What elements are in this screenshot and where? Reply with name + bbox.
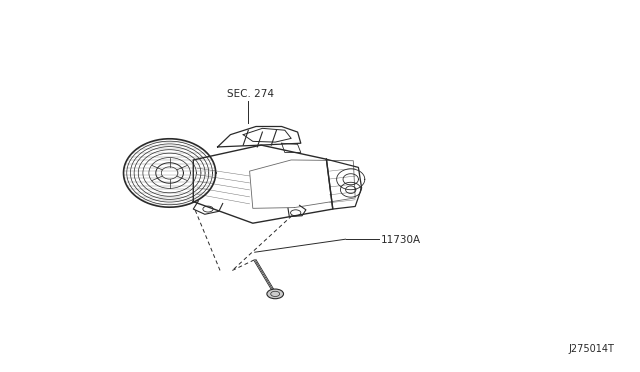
Circle shape <box>267 289 284 299</box>
Text: 11730A: 11730A <box>381 235 421 245</box>
Text: SEC. 274: SEC. 274 <box>227 89 274 99</box>
Text: J275014T: J275014T <box>568 344 614 354</box>
